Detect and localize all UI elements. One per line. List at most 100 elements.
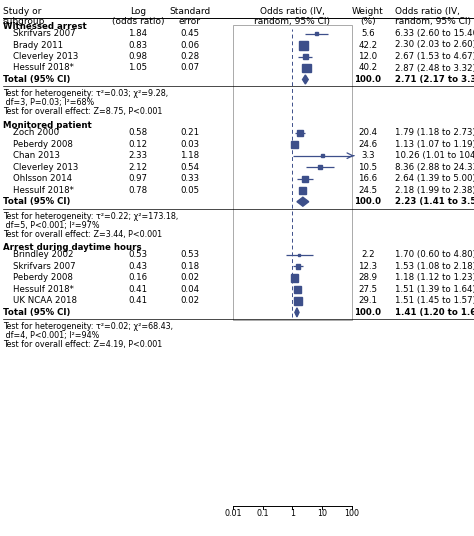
Text: Study or
subgroup: Study or subgroup bbox=[3, 7, 46, 26]
Text: 0.54: 0.54 bbox=[181, 163, 200, 172]
Bar bbox=[291, 141, 298, 147]
Text: Test for overall effect: Z=8.75, P<0.001: Test for overall effect: Z=8.75, P<0.001 bbox=[3, 107, 163, 116]
Text: 0.02: 0.02 bbox=[181, 296, 200, 306]
Text: df=5, P<0.001; I²=97%: df=5, P<0.001; I²=97% bbox=[3, 221, 100, 229]
Bar bbox=[294, 297, 301, 304]
Text: 0.41: 0.41 bbox=[128, 296, 147, 306]
Polygon shape bbox=[297, 197, 309, 206]
Text: 100.0: 100.0 bbox=[355, 308, 382, 317]
Text: 28.9: 28.9 bbox=[358, 273, 377, 282]
Text: Skrifvars 2007: Skrifvars 2007 bbox=[13, 262, 76, 271]
Text: 0.03: 0.03 bbox=[181, 140, 200, 148]
Text: Log
(odds ratio): Log (odds ratio) bbox=[112, 7, 164, 26]
Text: 1.53 (1.08 to 2.18): 1.53 (1.08 to 2.18) bbox=[395, 262, 474, 271]
Text: Zoch 2000: Zoch 2000 bbox=[13, 128, 59, 137]
Polygon shape bbox=[295, 308, 299, 317]
Text: Ohlsson 2014: Ohlsson 2014 bbox=[13, 174, 72, 183]
Text: 0.41: 0.41 bbox=[128, 285, 147, 294]
Text: 24.6: 24.6 bbox=[358, 140, 378, 148]
Text: 1.51 (1.45 to 1.57): 1.51 (1.45 to 1.57) bbox=[395, 296, 474, 306]
Text: Chan 2013: Chan 2013 bbox=[13, 151, 60, 160]
Text: 2.71 (2.17 to 3.38): 2.71 (2.17 to 3.38) bbox=[395, 75, 474, 84]
Text: 100.0: 100.0 bbox=[355, 197, 382, 206]
Text: 0.02: 0.02 bbox=[181, 273, 200, 282]
Text: 1.51 (1.39 to 1.64): 1.51 (1.39 to 1.64) bbox=[395, 285, 474, 294]
Bar bbox=[303, 54, 308, 59]
Text: 0.07: 0.07 bbox=[181, 63, 200, 72]
Bar bbox=[318, 165, 322, 169]
Text: Test for heterogeneity: τ²=0.02; χ²=68.43,: Test for heterogeneity: τ²=0.02; χ²=68.4… bbox=[3, 322, 173, 331]
Text: 2.33: 2.33 bbox=[128, 151, 147, 160]
Text: Test for heterogeneity: τ²=0.03; χ²=9.28,: Test for heterogeneity: τ²=0.03; χ²=9.28… bbox=[3, 90, 168, 99]
Text: 0.05: 0.05 bbox=[181, 185, 200, 195]
Text: Total (95% CI): Total (95% CI) bbox=[3, 75, 70, 84]
Text: Total (95% CI): Total (95% CI) bbox=[3, 197, 70, 206]
Text: 1.41 (1.20 to 1.66): 1.41 (1.20 to 1.66) bbox=[395, 308, 474, 317]
Text: 10.26 (1.01 to 104.43): 10.26 (1.01 to 104.43) bbox=[395, 151, 474, 160]
Text: 24.5: 24.5 bbox=[358, 185, 378, 195]
Text: 5.6: 5.6 bbox=[361, 29, 375, 38]
Text: Peberdy 2008: Peberdy 2008 bbox=[13, 273, 73, 282]
Text: df=3, P=0.03; I²=68%: df=3, P=0.03; I²=68% bbox=[3, 99, 94, 107]
Text: 12.3: 12.3 bbox=[358, 262, 378, 271]
Text: 0.16: 0.16 bbox=[128, 273, 147, 282]
Bar bbox=[296, 264, 301, 269]
Text: 0.83: 0.83 bbox=[128, 41, 147, 49]
Text: 2.12: 2.12 bbox=[128, 163, 147, 172]
Text: 1.18: 1.18 bbox=[181, 151, 200, 160]
Polygon shape bbox=[302, 75, 308, 84]
Bar bbox=[321, 154, 324, 157]
Text: 0.28: 0.28 bbox=[181, 52, 200, 61]
Text: 2.18 (1.99 to 2.38): 2.18 (1.99 to 2.38) bbox=[395, 185, 474, 195]
Text: 2.2: 2.2 bbox=[361, 250, 375, 259]
Text: Cleverley 2013: Cleverley 2013 bbox=[13, 52, 78, 61]
Text: 2.87 (2.48 to 3.32): 2.87 (2.48 to 3.32) bbox=[395, 63, 474, 72]
Text: 8.36 (2.88 to 24.33): 8.36 (2.88 to 24.33) bbox=[395, 163, 474, 172]
Text: Hessulf 2018*: Hessulf 2018* bbox=[13, 63, 74, 72]
Bar bbox=[291, 274, 298, 281]
Text: 1: 1 bbox=[290, 510, 295, 518]
Text: 42.2: 42.2 bbox=[358, 41, 378, 49]
Text: 2.67 (1.53 to 4.67): 2.67 (1.53 to 4.67) bbox=[395, 52, 474, 61]
Text: Brady 2011: Brady 2011 bbox=[13, 41, 63, 49]
Text: 20.4: 20.4 bbox=[358, 128, 378, 137]
Text: UK NCAA 2018: UK NCAA 2018 bbox=[13, 296, 77, 306]
Text: 3.3: 3.3 bbox=[361, 151, 375, 160]
Text: Cleverley 2013: Cleverley 2013 bbox=[13, 163, 78, 172]
Text: Weight
(%): Weight (%) bbox=[352, 7, 384, 26]
Bar bbox=[299, 187, 306, 193]
Text: 6.33 (2.60 to 15.40): 6.33 (2.60 to 15.40) bbox=[395, 29, 474, 38]
Text: Witnessed arrest: Witnessed arrest bbox=[3, 22, 87, 31]
Bar bbox=[299, 41, 308, 49]
Text: 16.6: 16.6 bbox=[358, 174, 378, 183]
Text: 10.5: 10.5 bbox=[358, 163, 378, 172]
Text: 0.53: 0.53 bbox=[128, 250, 147, 259]
Bar bbox=[298, 254, 301, 256]
Bar bbox=[294, 286, 301, 293]
Bar bbox=[302, 176, 308, 182]
Text: 0.98: 0.98 bbox=[128, 52, 147, 61]
Text: 12.0: 12.0 bbox=[358, 52, 378, 61]
Text: Test for heterogeneity: τ²=0.22; χ²=173.18,: Test for heterogeneity: τ²=0.22; χ²=173.… bbox=[3, 212, 178, 221]
Text: Brindley 2002: Brindley 2002 bbox=[13, 250, 73, 259]
Text: 0.12: 0.12 bbox=[128, 140, 147, 148]
Text: 27.5: 27.5 bbox=[358, 285, 378, 294]
Text: Arrest during daytime hours: Arrest during daytime hours bbox=[3, 243, 142, 252]
Text: 0.78: 0.78 bbox=[128, 185, 147, 195]
Text: Odds ratio (IV,
random, 95% CI): Odds ratio (IV, random, 95% CI) bbox=[395, 7, 471, 26]
Text: 0.18: 0.18 bbox=[181, 262, 200, 271]
Text: 0.01: 0.01 bbox=[224, 510, 242, 518]
Text: 0.04: 0.04 bbox=[181, 285, 200, 294]
Text: 1.05: 1.05 bbox=[128, 63, 147, 72]
Text: 1.70 (0.60 to 4.80): 1.70 (0.60 to 4.80) bbox=[395, 250, 474, 259]
Text: Total (95% CI): Total (95% CI) bbox=[3, 308, 70, 317]
Text: 29.1: 29.1 bbox=[358, 296, 377, 306]
Bar bbox=[233, 25, 352, 321]
Bar bbox=[315, 32, 318, 35]
Text: Hessulf 2018*: Hessulf 2018* bbox=[13, 185, 74, 195]
Text: 10: 10 bbox=[317, 510, 327, 518]
Text: 40.2: 40.2 bbox=[358, 63, 378, 72]
Text: 0.06: 0.06 bbox=[181, 41, 200, 49]
Text: 0.33: 0.33 bbox=[181, 174, 200, 183]
Bar bbox=[302, 64, 310, 72]
